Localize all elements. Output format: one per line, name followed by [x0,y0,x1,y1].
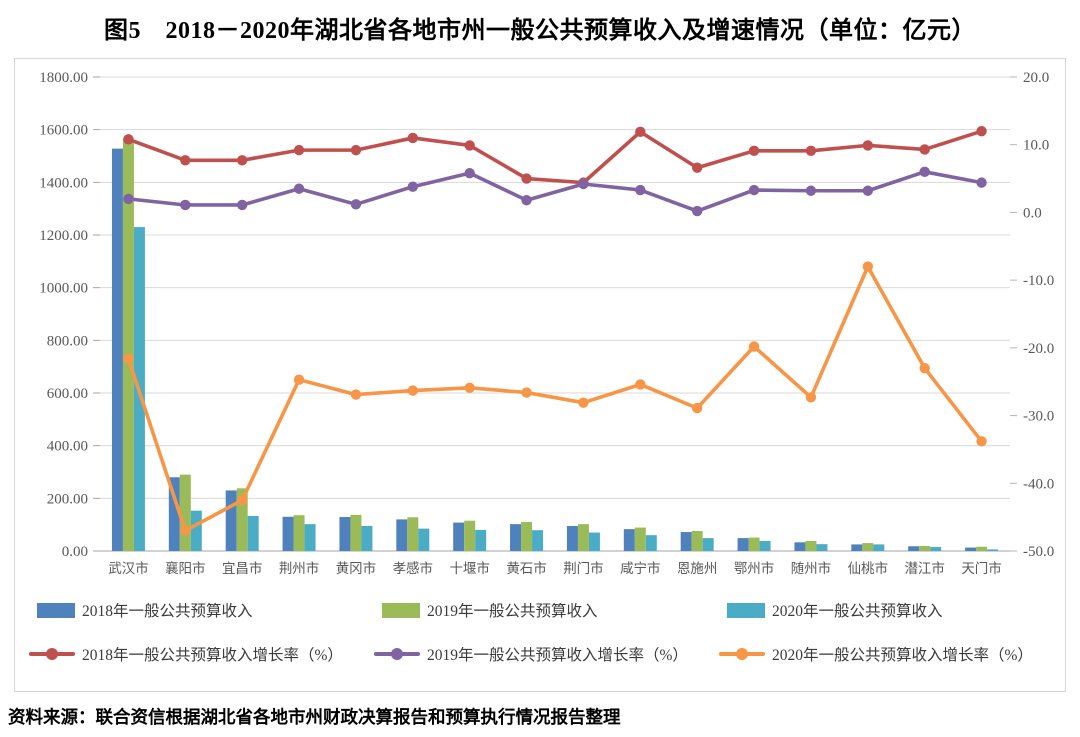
svg-text:800.00: 800.00 [47,333,88,349]
legend-marker-2018-growth [29,652,75,656]
svg-text:0.00: 0.00 [62,544,88,560]
legend-item-2019-revenue: 2019年一般公共预算收入 [382,599,727,621]
legend-swatch-2018-revenue [37,602,75,618]
svg-text:天门市: 天门市 [961,560,1002,576]
svg-text:1200.00: 1200.00 [39,228,88,244]
svg-text:襄阳市: 襄阳市 [165,560,206,576]
svg-text:黄冈市: 黄冈市 [336,560,377,576]
legend-label-2020-growth: 2020年一般公共预算收入增长率（%） [772,647,1033,664]
legend-item-2020-revenue: 2020年一般公共预算收入 [727,599,1065,621]
svg-text:宜昌市: 宜昌市 [222,560,263,576]
svg-text:-10.0: -10.0 [1023,273,1054,289]
svg-text:恩施州: 恩施州 [677,561,718,576]
legend-label-2020-revenue: 2020年一般公共预算收入 [772,603,943,620]
svg-text:咸宁市: 咸宁市 [620,560,661,576]
legend-item-2020-growth: 2020年一般公共预算收入增长率（%） [719,643,1065,665]
chart-container: 0.00 200.00 400.00 600.00 800.00 1000.00 1200.… [14,58,1066,692]
legend-item-2018-growth: 2018年一般公共预算收入增长率（%） [29,643,374,665]
svg-text:仙桃市: 仙桃市 [848,560,889,576]
legend-marker-2020-growth [719,652,765,656]
legend-swatch-2020-revenue [727,602,765,618]
svg-text:1400.00: 1400.00 [39,175,88,191]
svg-text:20.0: 20.0 [1023,70,1049,86]
svg-text:荆门市: 荆门市 [563,560,604,576]
svg-text:随州市: 随州市 [791,560,832,576]
combo-chart: 0.00 200.00 400.00 600.00 800.00 1000.00 1200.… [39,70,1054,576]
legend-swatch-2019-revenue [382,602,420,618]
svg-text:10.0: 10.0 [1023,138,1049,154]
legend-label-2019-growth: 2019年一般公共预算收入增长率（%） [427,647,688,664]
svg-text:1600.00: 1600.00 [39,123,88,139]
svg-text:鄂州市: 鄂州市 [734,560,775,576]
legend-label-2019-revenue: 2019年一般公共预算收入 [427,603,598,620]
svg-text:黄石市: 黄石市 [506,560,547,576]
legend-label-2018-growth: 2018年一般公共预算收入增长率（%） [82,647,343,664]
svg-text:潜江市: 潜江市 [904,560,945,576]
source-note: 资料来源：联合资信根据湖北省各地市州财政决算报告和预算执行情况报告整理 [8,707,621,727]
svg-text:1000.00: 1000.00 [39,281,88,297]
svg-text:荆州市: 荆州市 [279,560,320,576]
svg-text:-30.0: -30.0 [1023,409,1054,425]
svg-text:十堰市: 十堰市 [449,560,490,576]
figure-title: 图5 2018－2020年湖北省各地市州一般公共预算收入及增速情况（单位：亿元） [104,18,976,44]
legend-marker-2019-growth [374,652,420,656]
legend-item-2019-growth: 2019年一般公共预算收入增长率（%） [374,643,719,665]
svg-text:400.00: 400.00 [47,439,88,455]
legend-item-2018-revenue: 2018年一般公共预算收入 [37,599,382,621]
legend-label-2018-revenue: 2018年一般公共预算收入 [82,603,253,620]
svg-text:1800.00: 1800.00 [39,70,88,86]
svg-text:-50.0: -50.0 [1023,544,1054,560]
svg-text:-40.0: -40.0 [1023,476,1054,492]
svg-text:0.0: 0.0 [1023,205,1042,221]
svg-text:武汉市: 武汉市 [108,560,149,576]
svg-text:-20.0: -20.0 [1023,341,1054,357]
svg-text:600.00: 600.00 [47,386,88,402]
legend-bars: 2018年一般公共预算收入 2019年一般公共预算收入 2020年一般公共预算收… [15,595,1065,625]
svg-text:孝感市: 孝感市 [393,560,434,576]
legend-lines: 2018年一般公共预算收入增长率（%） 2019年一般公共预算收入增长率（%） … [15,639,1065,669]
svg-text:200.00: 200.00 [47,491,88,507]
